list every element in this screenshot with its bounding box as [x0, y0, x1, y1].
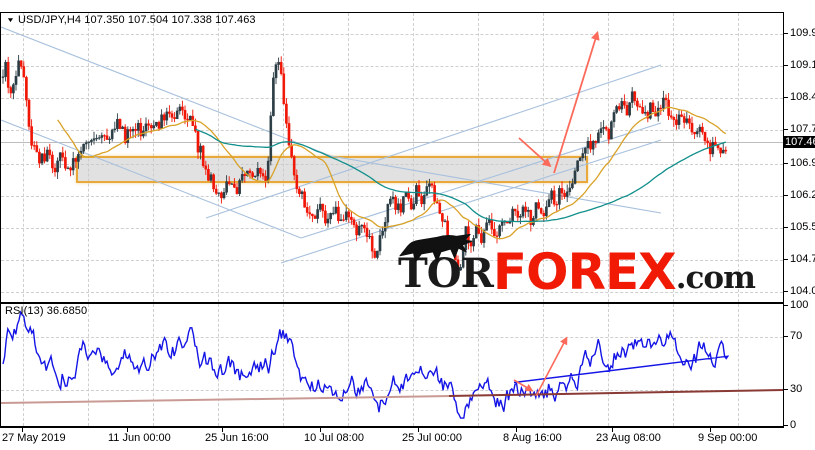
zone-left-edge — [76, 156, 78, 181]
trendlines-layer — [1, 26, 662, 264]
rsi-tick-label: 70 — [790, 330, 803, 342]
zone-right-edge — [586, 156, 588, 181]
gridline-v — [348, 304, 349, 426]
trendline-asc-mid — [280, 139, 662, 264]
price-tick-label: 106.960 — [790, 157, 815, 169]
rsi-tick-label: 30 — [790, 383, 803, 395]
gridline-v — [153, 304, 154, 426]
price-tick-label: 104.760 — [790, 253, 815, 265]
rsi-series — [2, 310, 730, 419]
price-tick-label: 106.240 — [790, 189, 815, 201]
moving-average-line — [57, 106, 727, 240]
rsi-support-line-ext — [448, 389, 783, 397]
gridline-v — [673, 304, 674, 426]
symbol-header: ▼ USD/JPY,H4 107.350 107.504 107.338 107.… — [5, 14, 256, 26]
gridline-h — [1, 98, 783, 99]
time-axis-line — [0, 427, 784, 428]
rsi-support-line — [1, 395, 452, 404]
gridline-h — [1, 228, 783, 229]
price-tick-label: 104.020 — [790, 285, 815, 297]
time-tick-label: 8 Aug 16:00 — [503, 432, 562, 444]
price-tick-label: 109.180 — [790, 59, 815, 71]
gridline-v — [673, 13, 674, 302]
price-forecast-arrows — [518, 30, 600, 174]
forecast-arrow-up — [553, 30, 600, 174]
rsi-plot-area: RSI(13) 36.6850 — [1, 304, 783, 426]
forecast-arrow-down — [518, 137, 552, 168]
price-tick-label: 105.500 — [790, 221, 815, 233]
chevron-down-icon[interactable]: ▼ — [6, 16, 15, 24]
time-tick-label: 25 Jun 16:00 — [205, 432, 269, 444]
gridline-v — [413, 304, 414, 426]
rsi-forecast-arrow-up — [535, 336, 568, 397]
gridline-h — [1, 292, 783, 293]
price-tick-label: 108.440 — [790, 91, 815, 103]
time-tick-label: 10 Jul 08:00 — [304, 432, 364, 444]
moving-average-line — [195, 128, 727, 223]
price-plot-area: ▼ USD/JPY,H4 107.350 107.504 107.338 107.… — [1, 13, 783, 302]
trendline-asc-lower — [300, 122, 662, 239]
gridline-v — [88, 304, 89, 426]
trendline-desc-upper — [1, 26, 332, 157]
gridline-h — [1, 66, 783, 67]
gridline-h — [1, 196, 783, 197]
time-tick-label: 11 Jun 00:00 — [108, 432, 171, 444]
trendline-asc-upper — [205, 64, 662, 219]
rsi-forecast-arrow-down — [513, 379, 534, 392]
gridline-v — [283, 304, 284, 426]
gridline-h — [1, 34, 783, 35]
time-tick-label: 23 Aug 08:00 — [596, 432, 661, 444]
price-tick-label: 109.920 — [790, 27, 815, 39]
gridline-h — [1, 130, 783, 131]
symbol-ohlc-text: USD/JPY,H4 107.350 107.504 107.338 107.4… — [18, 14, 256, 26]
time-tick-label: 9 Sep 00:00 — [698, 432, 758, 444]
rsi-line — [2, 310, 730, 419]
rsi-tick-label: 0 — [790, 419, 797, 431]
trendline-desc-lower — [1, 119, 302, 239]
current-price-line — [1, 142, 783, 143]
rsi-tick-label: 100 — [790, 299, 809, 311]
rsi-gridline-30 — [1, 390, 783, 391]
gridline-v — [478, 304, 479, 426]
gridline-h — [1, 260, 783, 261]
rsi-annotations — [1, 336, 783, 404]
rsi-header: RSI(13) 36.6850 — [5, 305, 88, 317]
price-tick-label: 107.700 — [790, 123, 815, 135]
gridline-v — [738, 13, 739, 302]
current-price-badge: 107.463 — [784, 136, 815, 148]
gridline-v — [218, 304, 219, 426]
rsi-gridline-70 — [1, 337, 783, 338]
time-tick-label: 27 May 2019 — [2, 432, 66, 444]
gridline-v — [738, 304, 739, 426]
gridline-v — [23, 13, 24, 302]
trendline-desc-extend — [330, 155, 662, 214]
rsi-pane[interactable]: RSI(13) 36.6850 — [0, 303, 784, 427]
time-tick-label: 25 Jul 00:00 — [402, 432, 462, 444]
price-axis[interactable]: 109.920 109.180 108.440 107.700 106.960 … — [784, 0, 815, 450]
gridline-v — [23, 304, 24, 426]
gridline-v — [543, 304, 544, 426]
price-pane[interactable]: ▼ USD/JPY,H4 107.350 107.504 107.338 107.… — [0, 12, 784, 303]
